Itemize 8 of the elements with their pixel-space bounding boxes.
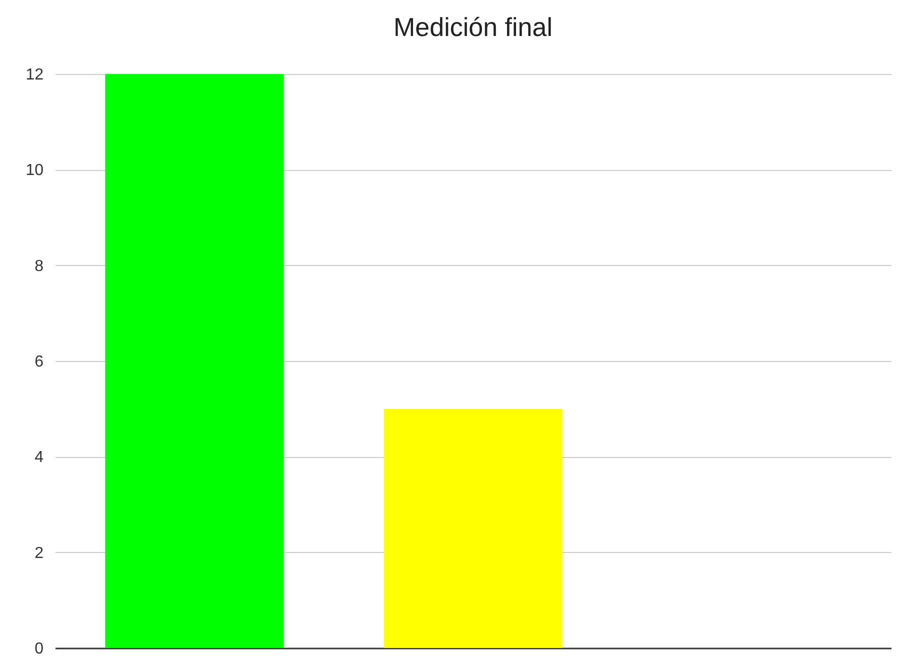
y-tick-label: 10 <box>26 162 44 180</box>
y-tick-label: 6 <box>34 354 44 370</box>
y-tick-label: 12 <box>26 66 44 84</box>
y-tick-label: 4 <box>34 449 44 466</box>
y-tick-label: 0 <box>34 640 44 658</box>
y-tick-label: 2 <box>34 544 44 562</box>
chart-title: Medición final <box>394 12 552 42</box>
y-tick-label: 8 <box>34 258 44 275</box>
